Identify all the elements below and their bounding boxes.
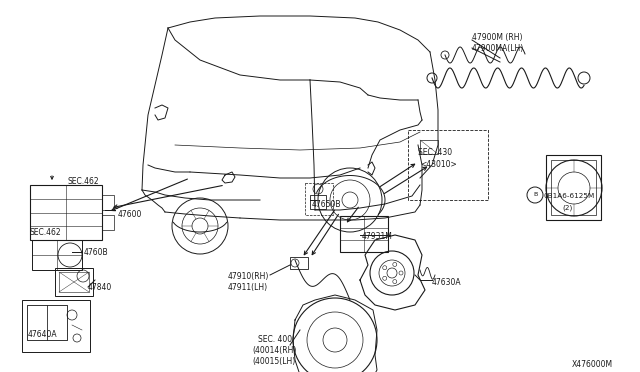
Text: (40014(RH): (40014(RH) <box>252 346 296 355</box>
Bar <box>408 130 488 200</box>
Bar <box>290 257 308 269</box>
Bar <box>22 300 90 352</box>
Bar <box>27 305 67 340</box>
Text: 0B1A6-6125M: 0B1A6-6125M <box>544 193 595 199</box>
Text: (40015(LH): (40015(LH) <box>252 357 295 366</box>
Text: 47910(RH): 47910(RH) <box>228 272 269 281</box>
Bar <box>551 160 596 215</box>
Text: 47640A: 47640A <box>28 330 58 339</box>
Text: 47931M: 47931M <box>362 232 393 241</box>
Text: SEC. 400: SEC. 400 <box>258 335 292 344</box>
Bar <box>420 140 438 154</box>
Text: 47630A: 47630A <box>432 278 461 287</box>
Bar <box>55 268 93 296</box>
Bar <box>59 272 89 292</box>
Bar <box>30 185 102 240</box>
Bar <box>340 216 388 252</box>
Text: 4760B: 4760B <box>84 248 109 257</box>
Text: 47900M (RH): 47900M (RH) <box>472 33 522 42</box>
Bar <box>102 195 114 210</box>
Text: 47600: 47600 <box>118 210 142 219</box>
Bar <box>546 155 601 220</box>
Bar <box>32 240 82 270</box>
Text: B: B <box>533 192 537 198</box>
Bar <box>310 195 326 209</box>
Bar <box>47 305 67 340</box>
Text: SEC.462: SEC.462 <box>68 177 100 186</box>
Text: 47911(LH): 47911(LH) <box>228 283 268 292</box>
Bar <box>102 215 114 230</box>
Text: (2): (2) <box>562 205 572 211</box>
Text: SEC. 430: SEC. 430 <box>418 148 452 157</box>
Text: X476000M: X476000M <box>572 360 613 369</box>
Text: 47650B: 47650B <box>312 200 342 209</box>
Text: 47900MA(LH): 47900MA(LH) <box>472 44 524 53</box>
Text: 47840: 47840 <box>88 283 112 292</box>
Bar <box>27 305 47 340</box>
Bar <box>305 183 333 215</box>
Text: SEC.462: SEC.462 <box>30 228 61 237</box>
Text: <43010>: <43010> <box>420 160 457 169</box>
